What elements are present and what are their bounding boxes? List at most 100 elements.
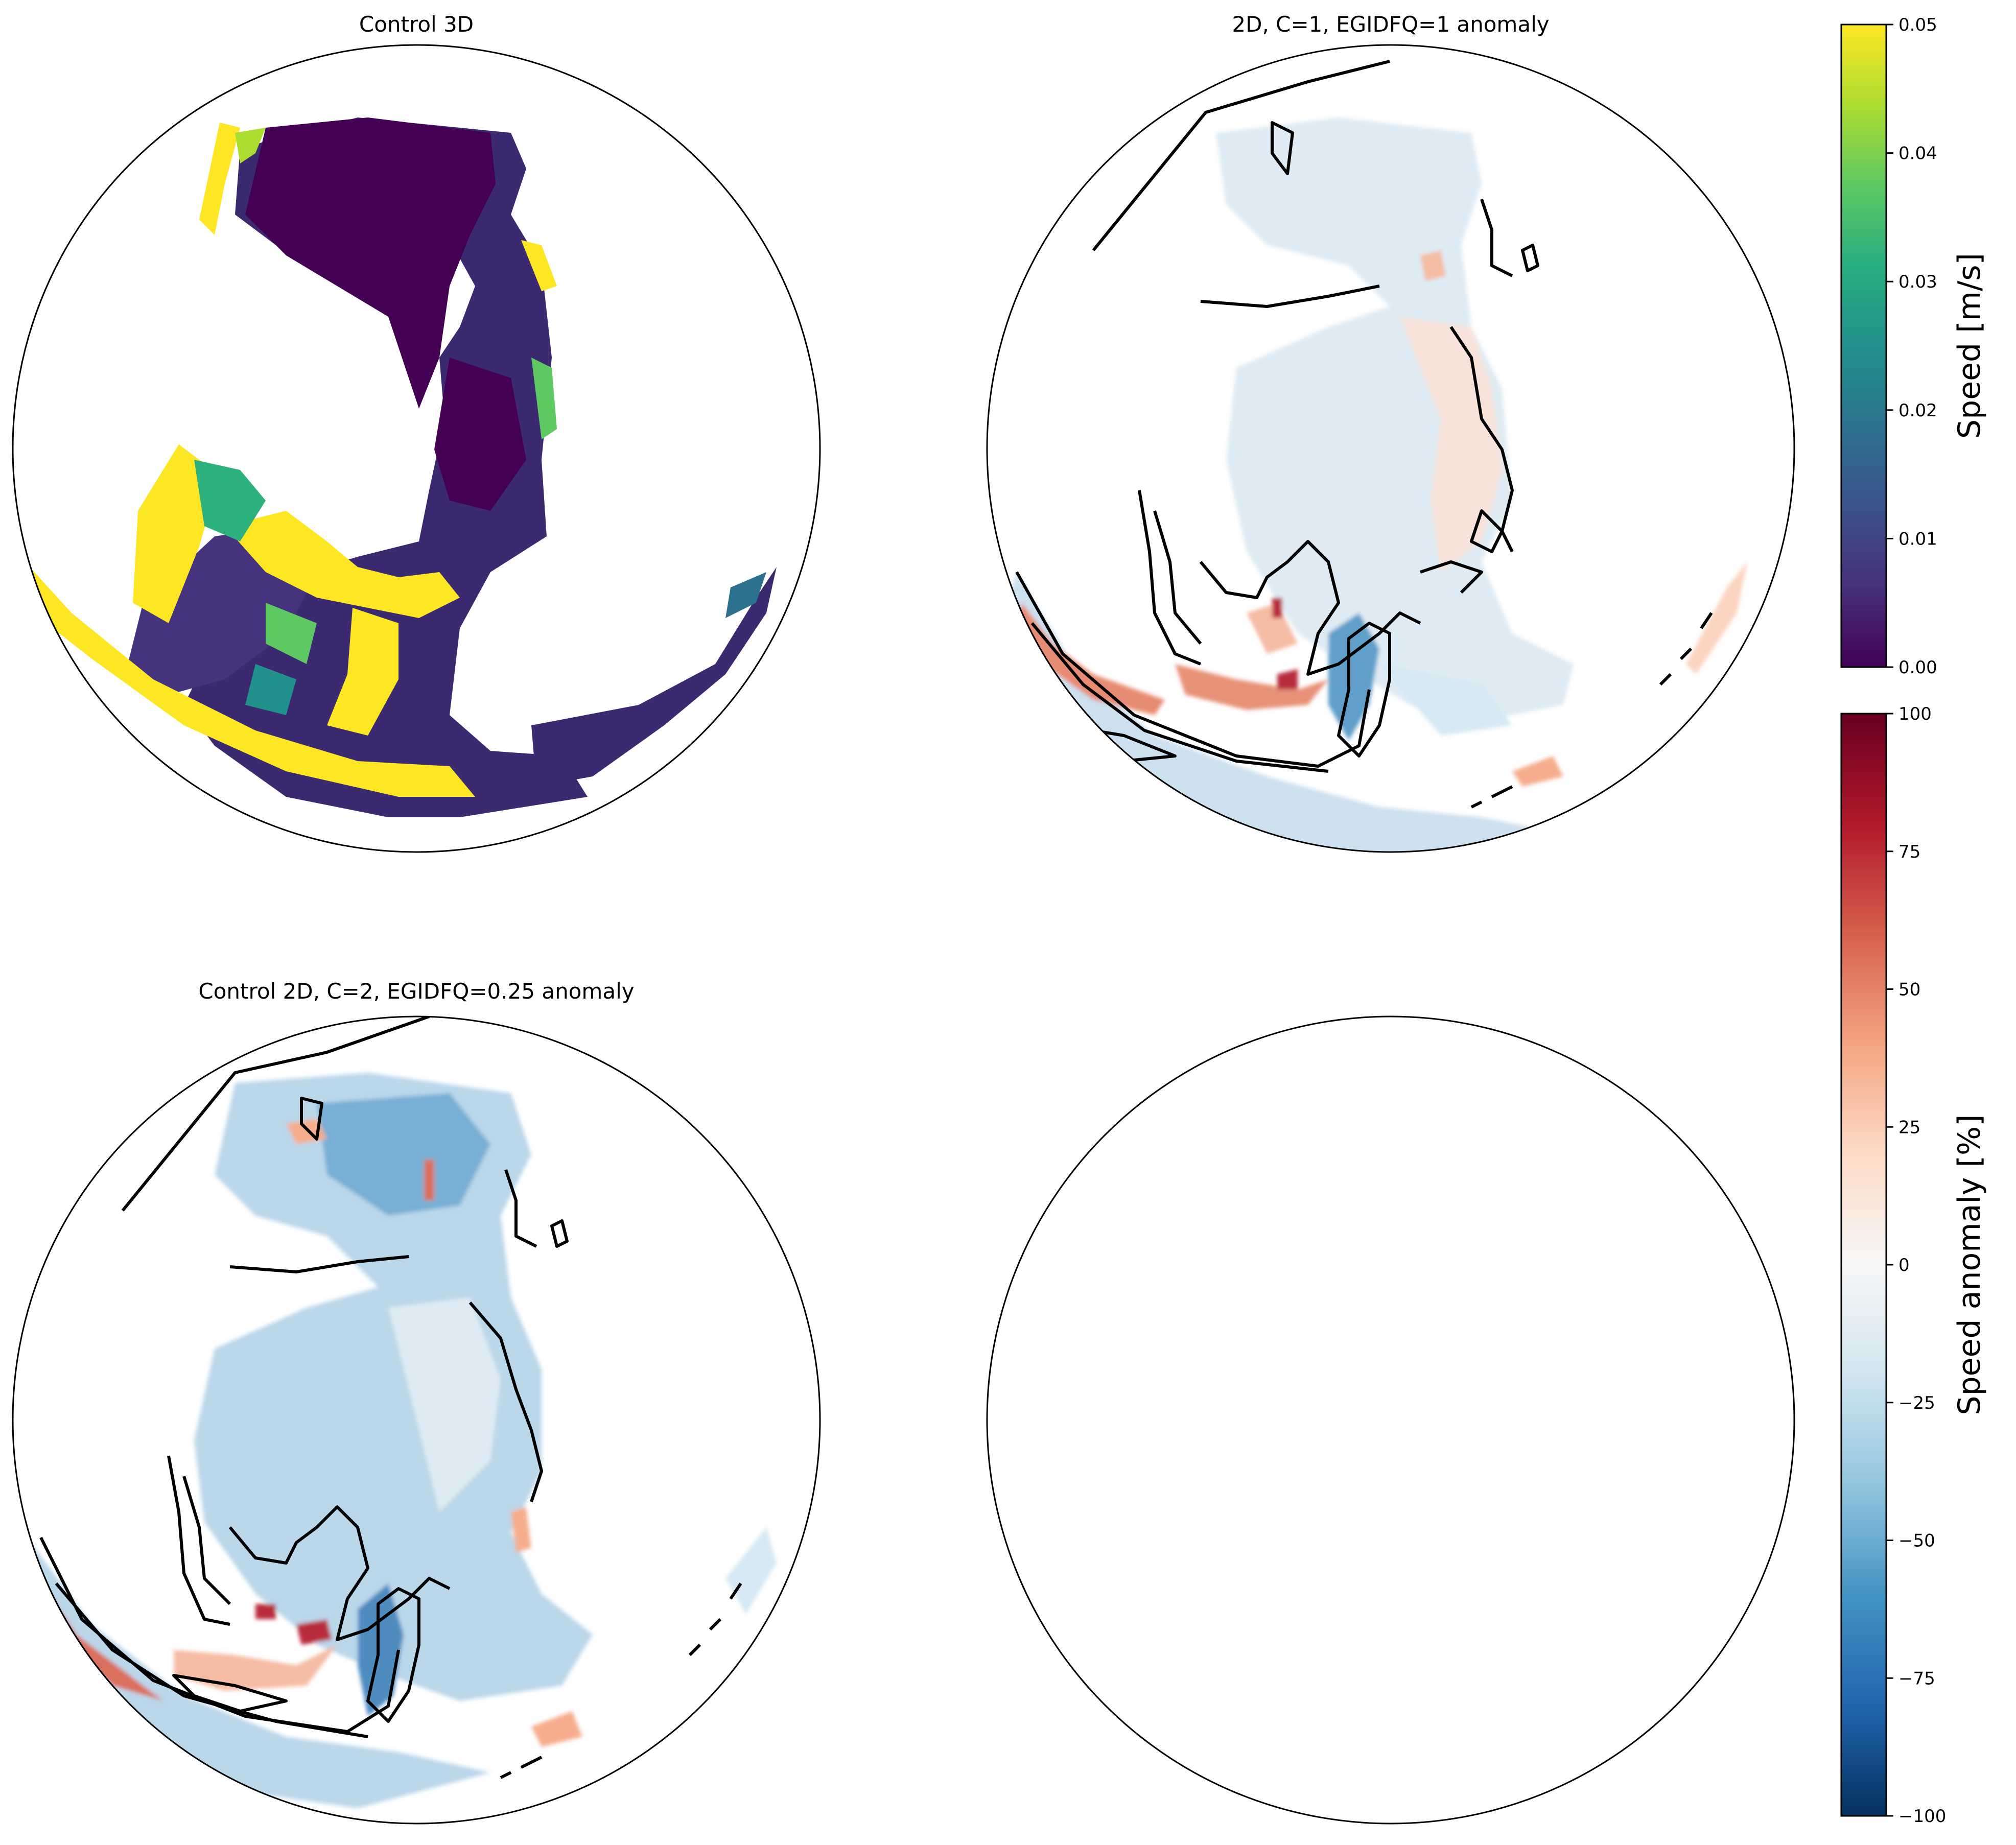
- colorbar-tick-label: 50: [1898, 980, 1920, 1000]
- contour-line: [1030, 622, 1329, 773]
- speed-field-mid: [194, 460, 266, 541]
- anomaly-field-pos: [1247, 603, 1298, 654]
- colorbar-tick-label: 25: [1898, 1117, 1920, 1138]
- anomaly-field-pos: [1686, 562, 1747, 674]
- anomaly-field-pos: [174, 1645, 337, 1691]
- anomaly-field-strong-pos: [1277, 669, 1298, 690]
- panel-c2-anomaly: Control 2D, C=2, EGIDFQ=0.25 anomaly: [12, 979, 821, 1825]
- contour-line: [229, 1255, 409, 1273]
- colorbar-tick-label: 75: [1898, 842, 1920, 862]
- colorbar-anomaly: −100 −75 −50 −25 0 25 50 75 100 Speed anomaly [%…: [1840, 704, 1987, 1827]
- speed-field-high: [20, 557, 475, 797]
- colorbar-tick-label: −25: [1898, 1393, 1935, 1413]
- speed-field-mid: [725, 572, 766, 618]
- contour-line: [468, 1302, 543, 1502]
- speed-field-deep: [434, 358, 526, 511]
- anomaly-field-strong-pos: [424, 1160, 434, 1200]
- colorbar-tick-label: 0.05: [1898, 15, 1937, 35]
- anomaly-map: [31, 1016, 777, 1808]
- colorbar-tick-label: 0.02: [1898, 400, 1937, 421]
- contour-line: [1153, 510, 1202, 645]
- contour-line: [1337, 622, 1391, 758]
- colorbar-tick-label: 0.04: [1898, 144, 1937, 164]
- contour-line: [500, 1756, 543, 1779]
- anomaly-field-weak-neg: [388, 1297, 501, 1512]
- contour-line: [366, 1587, 420, 1723]
- anomaly-field-strong-pos: [1017, 603, 1165, 715]
- speed-field-high: [327, 608, 398, 736]
- panel-title: Control 3D: [359, 12, 474, 37]
- colorbar-tick-label: −100: [1898, 1806, 1946, 1827]
- contour-line: [182, 1476, 231, 1605]
- colorbar-anomaly-gradient: [1840, 713, 1887, 1817]
- colorbar-anomaly-label: Speed anomaly [%]: [1952, 1115, 1987, 1415]
- contour-line: [1199, 540, 1421, 676]
- contour-line: [167, 1455, 230, 1626]
- panel-control-3d: Control 3D: [12, 12, 821, 853]
- speed-field-high: [199, 123, 240, 235]
- panel-title: Control 2D, C=2, EGIDFQ=0.25 anomaly: [198, 979, 634, 1004]
- contour-line: [1420, 560, 1483, 594]
- contour-line: [121, 1016, 430, 1212]
- panel-c1-anomaly: 2D, C=1, EGIDFQ=1 anomaly: [986, 12, 1795, 853]
- contour-line: [39, 1536, 400, 1733]
- contours: [39, 1016, 742, 1779]
- speed-field-mid: [245, 664, 296, 715]
- colorbar-anomaly-ticks: −100 −75 −50 −25 0 25 50 75 100: [1886, 704, 1946, 1827]
- colorbar-tick-label: 0.01: [1898, 529, 1937, 549]
- speed-field-mid: [266, 603, 317, 664]
- anomaly-field-strong-pos: [1175, 664, 1328, 710]
- anomaly-field-strong-pos: [1272, 598, 1282, 618]
- contour-line: [228, 1505, 451, 1641]
- anomaly-field-pos: [1420, 250, 1446, 281]
- contour-line: [300, 1097, 323, 1141]
- anomaly-field-weak-neg: [1216, 117, 1574, 725]
- globe-outline: [986, 1015, 1795, 1825]
- contours: [1015, 60, 1713, 809]
- contour-line: [504, 1169, 537, 1248]
- speed-field-high: [225, 511, 460, 618]
- contour-line: [1470, 509, 1504, 553]
- contour-line: [1200, 285, 1380, 308]
- colorbar-speed-ticks: 0.00 0.01 0.02 0.03 0.04 0.05: [1886, 15, 1937, 678]
- colorbar-tick-label: 0.03: [1898, 272, 1937, 292]
- speed-field-mid: [531, 358, 557, 439]
- speed-field-high: [133, 444, 220, 623]
- colorbar-tick-label: −75: [1898, 1668, 1935, 1689]
- contour-line: [1480, 199, 1513, 277]
- colorbar-speed-label: Speed [m/s]: [1952, 253, 1987, 439]
- anomaly-field-strong-pos: [255, 1604, 276, 1619]
- contour-line: [55, 1582, 368, 1738]
- contour-line: [172, 1674, 288, 1713]
- globe-outline: [986, 44, 1795, 853]
- anomaly-map: [1001, 60, 1747, 852]
- contour-line: [1659, 612, 1713, 686]
- speed-field-deep: [245, 117, 496, 409]
- panel-title: 2D, C=1, EGIDFQ=1 anomaly: [1232, 12, 1549, 37]
- anomaly-field-weak-neg: [1379, 664, 1512, 736]
- speed-field-mid: [77, 51, 230, 138]
- anomaly-field-strong-neg: [317, 1093, 490, 1216]
- contour-line: [1138, 490, 1202, 666]
- speed-field-high: [235, 128, 266, 163]
- contour-line: [1470, 785, 1513, 809]
- colorbar-tick-label: 0.00: [1898, 657, 1937, 678]
- globe-outline: [12, 1015, 821, 1825]
- panel-empty: [986, 1015, 1795, 1825]
- colorbar-speed-gradient: [1840, 23, 1887, 668]
- contour-line: [1015, 571, 1371, 768]
- anomaly-field-pos: [1512, 756, 1563, 787]
- anomaly-field-strong-pos: [296, 1619, 332, 1645]
- globe-outline: [12, 44, 821, 853]
- contour-line: [1271, 121, 1294, 175]
- speed-field-high: [521, 240, 557, 291]
- contour-line: [1521, 244, 1539, 272]
- anomaly-field-weak-neg: [725, 1527, 777, 1614]
- colorbar-speed: 0.00 0.01 0.02 0.03 0.04 0.05 Speed [m/s]: [1840, 15, 1987, 678]
- speed-map: [20, 51, 777, 817]
- colorbar-tick-label: −50: [1898, 1531, 1935, 1551]
- colorbar-tick-label: 100: [1898, 704, 1932, 724]
- contour-line: [550, 1219, 569, 1248]
- contour-line: [688, 1582, 742, 1657]
- anomaly-field-pos: [531, 1711, 582, 1747]
